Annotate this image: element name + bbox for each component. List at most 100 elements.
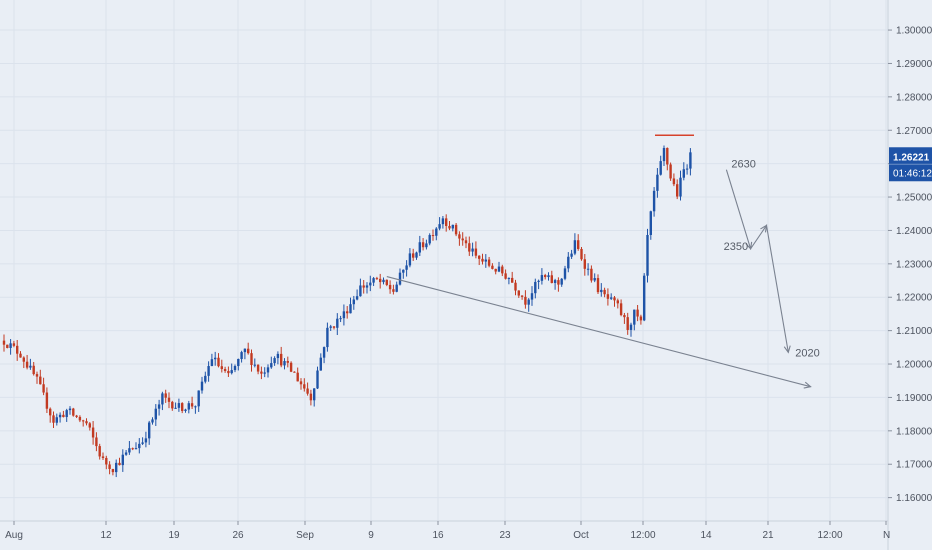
- price-tick-label: 1.24000: [896, 226, 932, 237]
- candle-body: [263, 372, 266, 374]
- candle-body: [88, 423, 91, 428]
- candle-body: [55, 417, 58, 423]
- time-tick-label: 12:00: [817, 530, 842, 541]
- candle-body: [52, 415, 55, 423]
- candle-body: [355, 296, 359, 300]
- candle-body: [49, 408, 52, 416]
- candle-body: [372, 278, 375, 283]
- time-tick-label: 14: [700, 530, 712, 541]
- candle-body: [286, 361, 289, 363]
- candle-body: [369, 282, 372, 286]
- candle-body: [352, 299, 355, 305]
- candle-body: [322, 347, 326, 358]
- candle-body: [544, 275, 547, 278]
- candle-body: [62, 414, 65, 418]
- candle-body: [214, 357, 217, 360]
- candle-body: [194, 406, 197, 408]
- candle-body: [504, 273, 507, 279]
- candle-body: [392, 289, 395, 292]
- time-tick-label: 12: [100, 530, 112, 541]
- candle-body: [464, 240, 468, 244]
- candle-body: [336, 318, 339, 328]
- candle-body: [540, 275, 544, 281]
- candle-body: [82, 420, 85, 422]
- gridlines: [0, 0, 888, 521]
- candle-body: [385, 279, 388, 285]
- candle-body: [586, 268, 590, 270]
- candle-body: [134, 448, 138, 450]
- candle-body: [619, 303, 623, 316]
- candle-body: [9, 343, 12, 348]
- candle-body: [346, 311, 349, 314]
- candle-body: [280, 353, 283, 366]
- candle-body: [583, 259, 586, 269]
- candle-body: [527, 299, 530, 305]
- price-axis[interactable]: 1.300001.290001.280001.270001.260001.250…: [888, 26, 932, 505]
- candle-body: [517, 290, 520, 296]
- candle-body: [141, 442, 144, 444]
- candle-body: [91, 427, 95, 438]
- candle-body: [230, 370, 233, 374]
- candle-body: [161, 393, 164, 405]
- candle-body: [520, 295, 524, 297]
- candle-body: [375, 278, 379, 280]
- trendline[interactable]: [386, 275, 811, 388]
- candle-body: [283, 361, 286, 366]
- candle-body: [293, 371, 296, 373]
- candle-body: [303, 384, 306, 389]
- candle-body: [672, 178, 676, 185]
- candle-body: [596, 278, 600, 293]
- price-tick-label: 1.28000: [896, 92, 932, 103]
- candle-body: [124, 452, 128, 455]
- time-axis[interactable]: Aug 12 19 26 Sep 9 16 23 Oct 12:00 14 21 12:00 N: [5, 521, 890, 541]
- candle-body: [458, 234, 461, 239]
- candle-body: [563, 268, 567, 279]
- candle-body: [402, 269, 405, 273]
- price-tick-label: 1.19000: [896, 393, 932, 404]
- candle-body: [326, 327, 329, 348]
- projection-arrowhead: [760, 224, 768, 233]
- candle-body: [553, 280, 557, 283]
- candle-body: [45, 392, 49, 409]
- candle-body: [468, 243, 471, 252]
- annotation-label-2350: 2350: [724, 241, 748, 253]
- projection-path[interactable]: [725, 169, 789, 353]
- candle-body: [171, 401, 174, 409]
- candle-body: [174, 407, 177, 409]
- candle-body: [643, 275, 646, 321]
- candle-body: [501, 266, 504, 274]
- price-tick-label: 1.17000: [896, 460, 932, 471]
- candle-body: [448, 225, 451, 229]
- candle-body: [39, 376, 42, 385]
- candle-body: [567, 256, 570, 269]
- time-tick-label: Sep: [296, 530, 314, 541]
- candle-body: [570, 253, 573, 257]
- candle-body: [639, 316, 643, 321]
- candle-body: [121, 454, 124, 466]
- candle-body: [676, 184, 679, 197]
- candle-body: [537, 280, 540, 282]
- candle-body: [197, 390, 200, 407]
- candle-body: [685, 168, 689, 170]
- candle-body: [12, 343, 16, 346]
- candle-body: [131, 448, 134, 450]
- price-tick-label: 1.16000: [896, 493, 932, 504]
- candle-body: [382, 279, 385, 283]
- price-tick-label: 1.29000: [896, 59, 932, 70]
- candle-body: [29, 365, 32, 368]
- candle-body: [296, 372, 299, 382]
- candle-body: [240, 352, 243, 360]
- candle-body: [474, 248, 478, 256]
- time-tick-label: 16: [432, 530, 444, 541]
- candle-body: [530, 293, 534, 300]
- candle-body: [600, 289, 603, 293]
- candle-body: [164, 393, 167, 398]
- candle-body: [115, 462, 118, 473]
- candle-body: [662, 147, 666, 162]
- candle-body: [22, 357, 25, 362]
- current-price-tag: 1.26221 01:46:12: [889, 147, 932, 182]
- time-tick-label: 23: [499, 530, 511, 541]
- price-tick-label: 1.18000: [896, 426, 932, 437]
- candle-body: [329, 326, 332, 328]
